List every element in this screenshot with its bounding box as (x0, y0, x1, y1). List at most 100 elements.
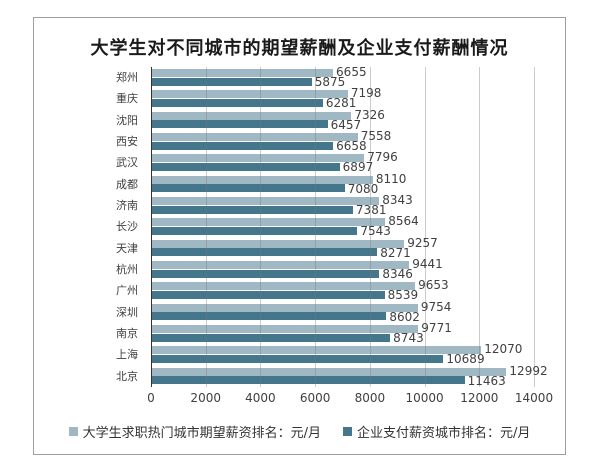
x-axis: 0 2000 4000 6000 8000 10000 12000 14000 (147, 391, 553, 407)
bar-paid (151, 312, 387, 321)
bar-paid (151, 269, 380, 278)
value-label-expected: 7326 (354, 107, 385, 122)
legend-item-expected: 大学生求职热门城市期望薪资排名：元/月 (68, 422, 321, 441)
value-label-paid: 8346 (382, 267, 413, 281)
value-label-paid: 8539 (387, 288, 419, 303)
city-label: 济南 (116, 199, 138, 212)
bar-expected (151, 303, 418, 312)
bar-group: 7326 6457 (151, 107, 534, 132)
value-label-expected: 12070 (484, 342, 523, 357)
value-label-paid: 8271 (380, 245, 411, 260)
legend-swatch-expected-icon (68, 427, 78, 436)
value-label-paid: 6457 (330, 117, 362, 132)
value-label-expected: 8564 (388, 214, 419, 229)
x-tick-label: 10000 (405, 391, 444, 405)
y-axis-labels: 郑州 重庆 沈阳 西安 武汉 成都 济南 长沙 天津 杭州 广州 深圳 南京 上海 北京 (34, 67, 146, 387)
x-tick-label: 14000 (514, 391, 554, 405)
bar-group: 9653 8539 (151, 278, 534, 303)
bar-group: 12070 10689 (151, 342, 534, 367)
city-label: 天津 (116, 241, 138, 255)
bar-paid (151, 226, 358, 235)
value-label-expected: 9257 (407, 235, 438, 250)
bar-paid (151, 184, 345, 193)
bar-group: 7558 6658 (151, 129, 534, 153)
legend-label-expected: 大学生求职热门城市期望薪资排名：元/月 (82, 426, 321, 441)
bar-expected (151, 218, 386, 227)
city-label: 武汉 (116, 156, 138, 170)
city-label: 成都 (116, 177, 138, 191)
value-label-paid: 7543 (360, 224, 391, 239)
bar-expected (151, 197, 380, 205)
value-label-expected: 7796 (367, 150, 398, 165)
bar-group: 8564 7543 (151, 214, 534, 239)
bar-expected (151, 69, 334, 77)
gridline (205, 67, 207, 387)
value-label-expected: 9754 (420, 299, 452, 314)
bar-paid (151, 120, 328, 129)
city-label: 沈阳 (116, 113, 138, 127)
bar-expected (151, 154, 365, 163)
value-label-expected: 9441 (412, 257, 443, 271)
value-label-paid: 8743 (393, 331, 424, 345)
bar-expected (151, 325, 419, 333)
bar-paid (151, 205, 353, 214)
chart-title: 大学生对不同城市的期望薪酬及企业支付薪酬情况 (90, 38, 509, 59)
x-tick-label: 2000 (190, 391, 221, 405)
plot-area: 6655 5875 7198 6281 7326 6457 7558 6658 7796 6897… (151, 66, 548, 388)
bar-group: 9441 8346 (151, 257, 534, 281)
gridline (260, 67, 262, 387)
city-label: 长沙 (116, 220, 138, 234)
bar-group: 7198 6281 (151, 87, 534, 111)
x-tick-label: 0 (147, 391, 155, 405)
value-label-paid: 8602 (389, 309, 420, 324)
bar-group: 8343 7381 (151, 194, 534, 217)
gridline (315, 67, 317, 387)
bar-paid (151, 77, 312, 86)
value-label-paid: 6658 (336, 139, 367, 153)
bar-expected (151, 175, 373, 184)
legend: 大学生求职热门城市期望薪资排名：元/月 企业支付薪资城市排名：元/月 (34, 422, 565, 441)
bar-paid (151, 290, 385, 299)
bar-group: 7796 6897 (151, 150, 534, 173)
bar-paid (151, 98, 323, 107)
gridline (424, 67, 426, 387)
x-tick-label: 4000 (245, 391, 276, 405)
city-label: 郑州 (116, 71, 138, 84)
gridline (369, 67, 371, 387)
city-label: 重庆 (116, 92, 138, 106)
value-label-expected: 9771 (421, 321, 452, 335)
x-tick-label: 8000 (354, 391, 386, 405)
city-label: 杭州 (116, 263, 138, 276)
bar-expected (151, 261, 410, 269)
value-label-paid: 10689 (446, 352, 485, 367)
bar-paid (151, 248, 378, 257)
bar-paid (151, 141, 334, 150)
bar-expected (151, 90, 348, 99)
bar-group: 6655 5875 (151, 66, 534, 88)
city-label: 广州 (116, 284, 138, 298)
bar-paid (151, 376, 465, 385)
bar-group: 9754 8602 (151, 299, 534, 324)
value-label-paid: 11463 (467, 373, 506, 388)
bar-group: 9771 8743 (151, 321, 534, 345)
city-label: 深圳 (116, 305, 138, 319)
bar-paid (151, 333, 391, 342)
value-label-expected: 9653 (418, 278, 449, 293)
legend-label-paid: 企业支付薪资城市排名：元/月 (357, 426, 531, 441)
value-label-expected: 7558 (360, 129, 392, 143)
bar-paid (151, 162, 340, 171)
city-label: 上海 (116, 348, 138, 362)
y-axis-line (151, 67, 152, 387)
bar-expected (151, 239, 405, 248)
chart-container: 大学生对不同城市的期望薪酬及企业支付薪酬情况 郑州 重庆 沈阳 西安 武汉 成都 济南 长沙天… (33, 17, 566, 455)
value-label-paid: 7381 (355, 203, 387, 217)
value-label-expected: 12992 (509, 363, 548, 378)
value-label-expected: 8110 (375, 171, 407, 186)
bar-expected (151, 367, 507, 376)
x-tick-label: 12000 (460, 391, 499, 405)
value-label-paid: 6281 (325, 96, 357, 111)
bar-group: 9257 8271 (151, 235, 534, 260)
bar-group: 8110 7080 (151, 171, 534, 195)
gridline (479, 67, 481, 387)
